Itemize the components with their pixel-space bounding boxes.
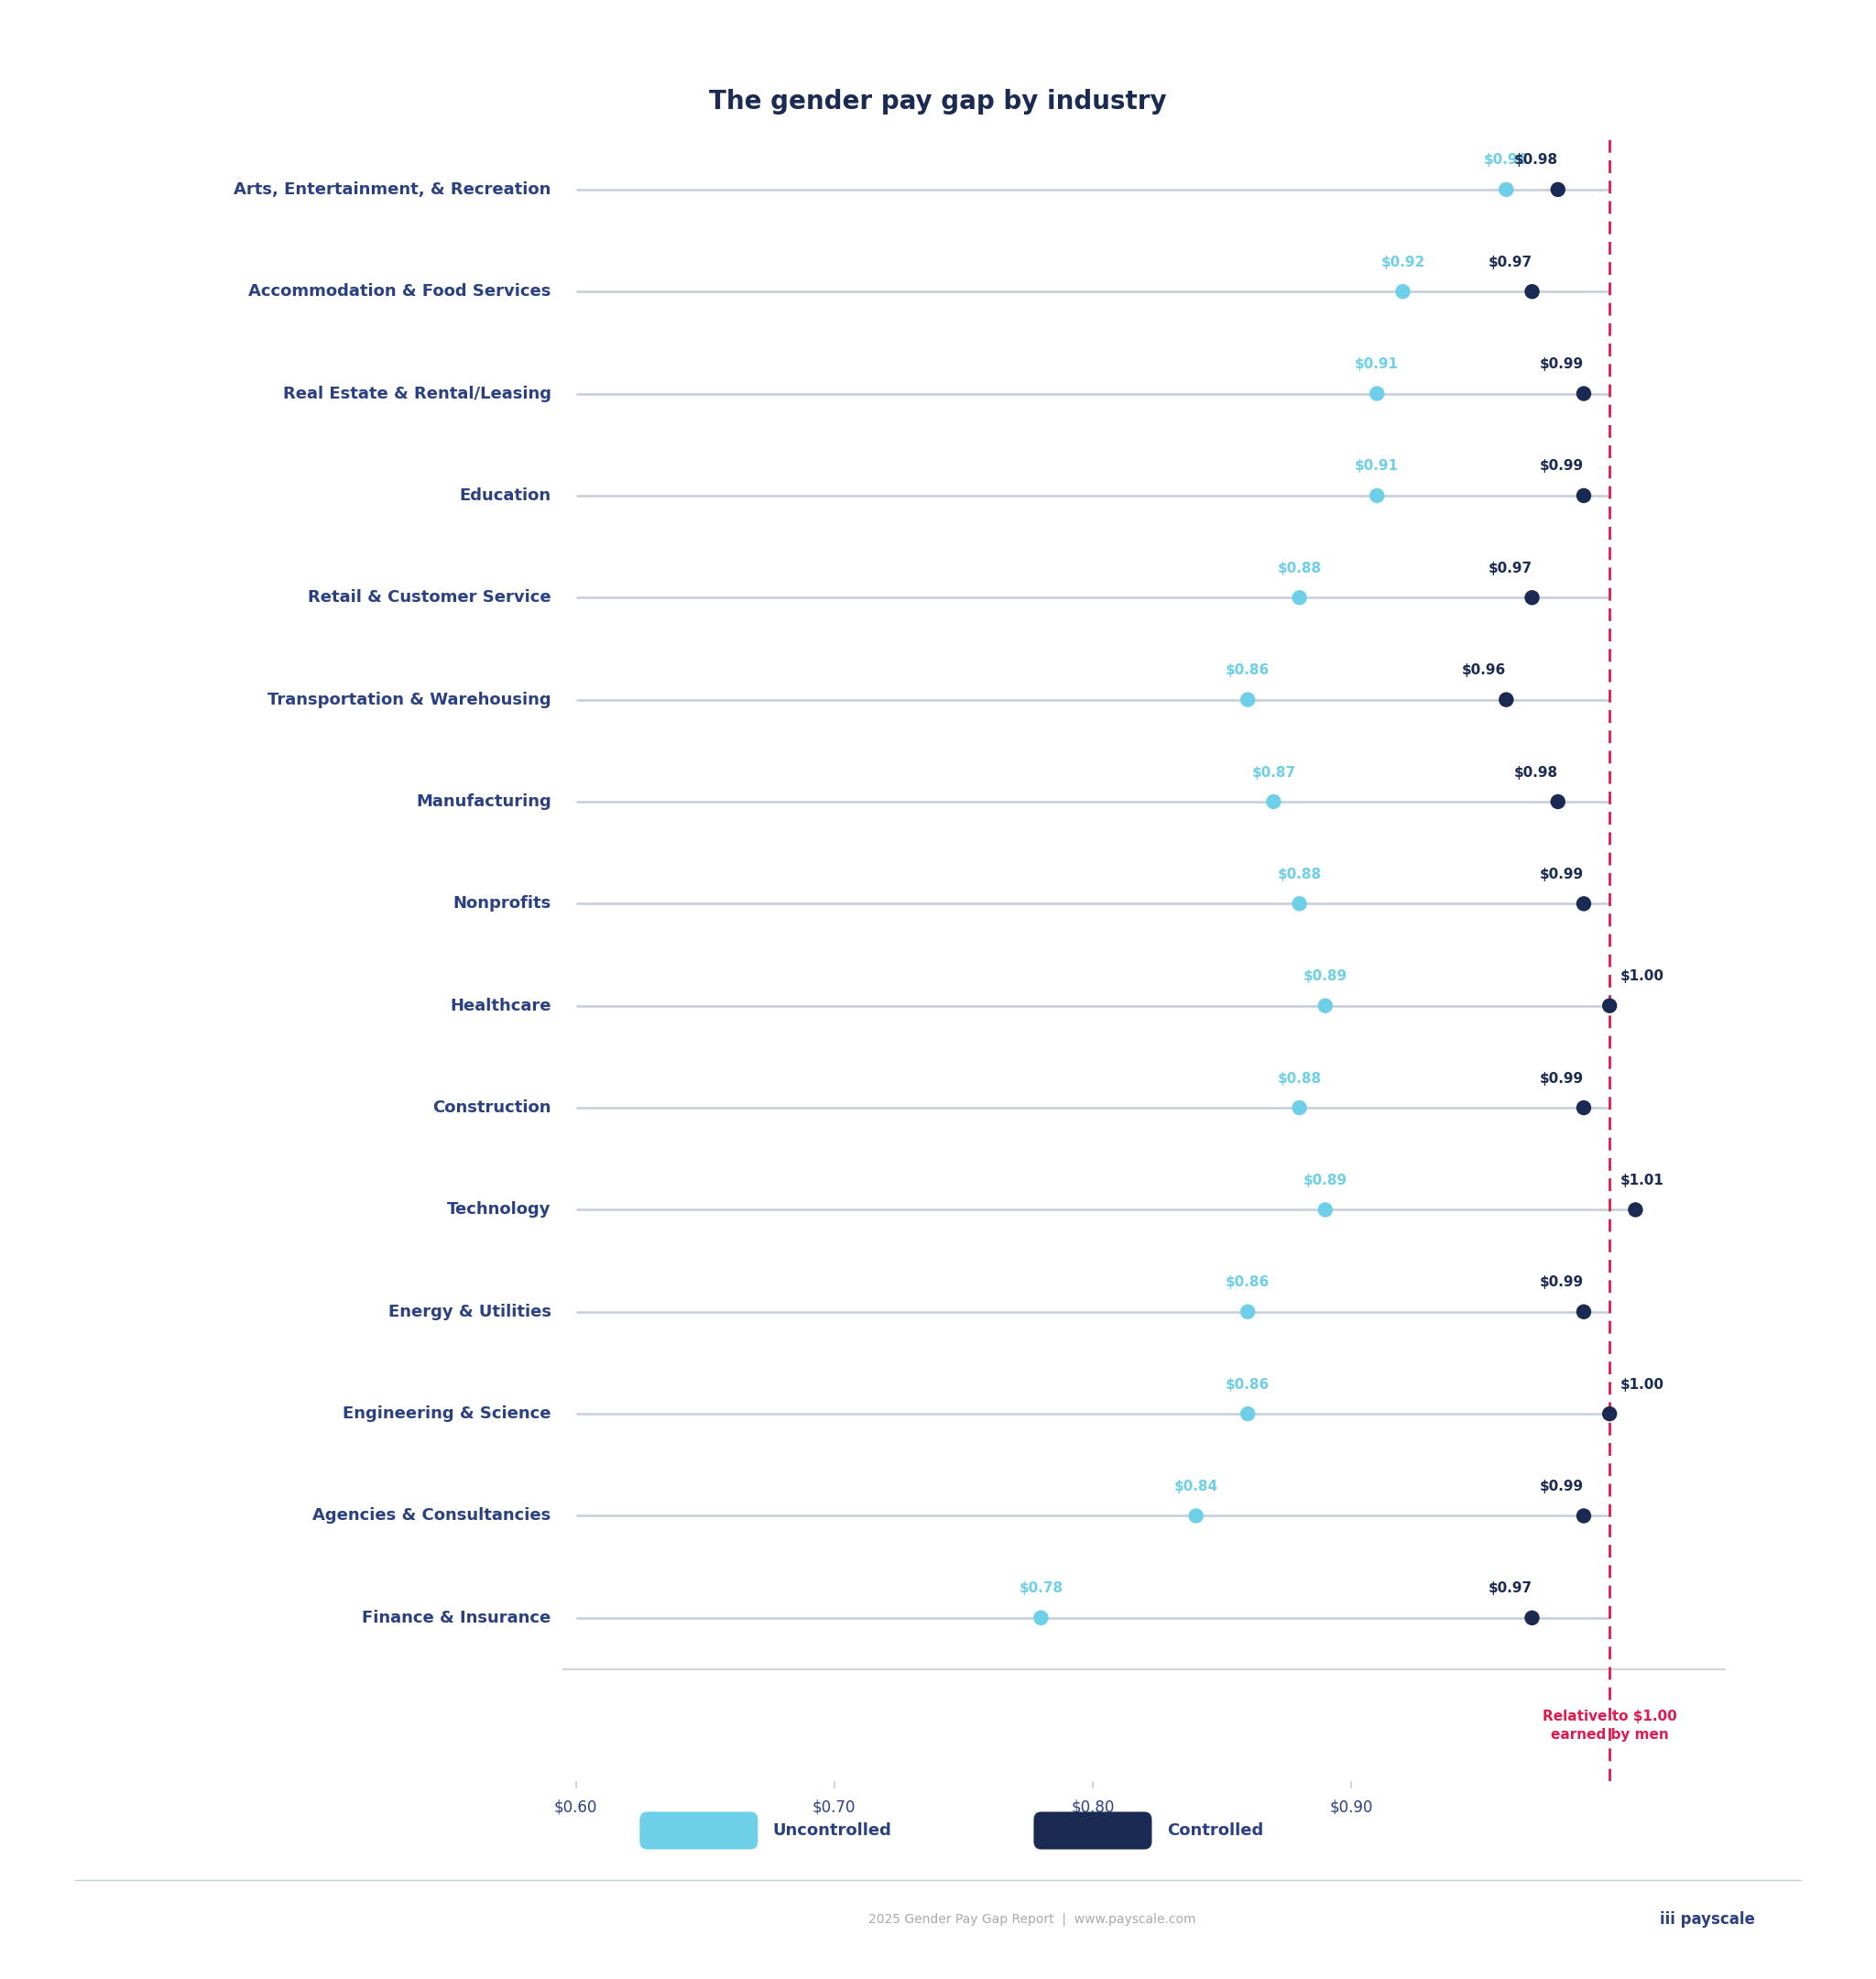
Point: [1621, 1193, 1651, 1225]
Text: $1.00: $1.00: [1621, 970, 1664, 984]
Text: $0.91: $0.91: [1354, 358, 1399, 372]
Point: [1309, 1193, 1339, 1225]
Text: Uncontrolled: Uncontrolled: [773, 1823, 891, 1838]
Point: [1568, 1500, 1598, 1532]
Text: Manufacturing: Manufacturing: [416, 794, 552, 809]
Text: $0.86: $0.86: [1225, 1276, 1270, 1290]
Point: [1233, 1397, 1263, 1429]
Text: $0.87: $0.87: [1251, 766, 1296, 780]
Text: Technology: Technology: [446, 1201, 552, 1217]
Point: [1309, 990, 1339, 1021]
Point: [1259, 786, 1289, 817]
Text: Arts, Entertainment, & Recreation: Arts, Entertainment, & Recreation: [234, 182, 552, 198]
Point: [1285, 889, 1315, 920]
Text: Finance & Insurance: Finance & Insurance: [362, 1609, 552, 1627]
Point: [1595, 1397, 1625, 1429]
Point: [1568, 1092, 1598, 1124]
Point: [1542, 174, 1572, 206]
Point: [1518, 1603, 1548, 1635]
Text: $0.89: $0.89: [1304, 1174, 1347, 1187]
Text: $0.91: $0.91: [1354, 459, 1399, 473]
Text: $0.96: $0.96: [1484, 152, 1529, 166]
Text: Construction: Construction: [433, 1100, 552, 1116]
Text: $0.97: $0.97: [1488, 1581, 1533, 1595]
Text: $0.99: $0.99: [1540, 459, 1583, 473]
Text: $0.88: $0.88: [1278, 867, 1321, 881]
Text: $1.00: $1.00: [1621, 1377, 1664, 1391]
Text: iii payscale: iii payscale: [1660, 1912, 1754, 1928]
Text: $0.99: $0.99: [1540, 867, 1583, 881]
Text: $0.86: $0.86: [1225, 1377, 1270, 1391]
Point: [1568, 479, 1598, 511]
Text: Accommodation & Food Services: Accommodation & Food Services: [248, 283, 552, 299]
Text: $0.96: $0.96: [1461, 663, 1506, 677]
Text: Healthcare: Healthcare: [450, 997, 552, 1013]
Text: $0.92: $0.92: [1381, 255, 1426, 269]
Text: $0.99: $0.99: [1540, 1480, 1583, 1494]
Text: Energy & Utilities: Energy & Utilities: [388, 1304, 552, 1320]
Text: Controlled: Controlled: [1167, 1823, 1263, 1838]
Text: $0.99: $0.99: [1540, 358, 1583, 372]
Text: Engineering & Science: Engineering & Science: [343, 1405, 552, 1423]
Point: [1362, 479, 1392, 511]
Text: Agencies & Consultancies: Agencies & Consultancies: [313, 1508, 552, 1524]
Point: [1518, 275, 1548, 307]
Text: 2025 Gender Pay Gap Report  |  www.payscale.com: 2025 Gender Pay Gap Report | www.payscal…: [869, 1914, 1195, 1926]
Point: [1285, 1092, 1315, 1124]
Text: Nonprofits: Nonprofits: [452, 895, 552, 912]
Text: $0.88: $0.88: [1278, 1071, 1321, 1084]
Point: [1595, 990, 1625, 1021]
Point: [1491, 174, 1521, 206]
Text: $0.89: $0.89: [1304, 970, 1347, 984]
Text: Transportation & Warehousing: Transportation & Warehousing: [268, 691, 552, 708]
Point: [1026, 1603, 1056, 1635]
Point: [1388, 275, 1418, 307]
Point: [1233, 685, 1263, 716]
Text: $0.97: $0.97: [1488, 255, 1533, 269]
Point: [1233, 1296, 1263, 1328]
Text: $0.98: $0.98: [1514, 766, 1557, 780]
Text: $0.97: $0.97: [1488, 562, 1533, 576]
Point: [1518, 582, 1548, 613]
Point: [1362, 378, 1392, 410]
Text: Real Estate & Rental/Leasing: Real Estate & Rental/Leasing: [283, 386, 552, 402]
Text: Education: Education: [460, 487, 552, 505]
Text: The gender pay gap by industry: The gender pay gap by industry: [709, 89, 1167, 115]
Text: $0.84: $0.84: [1174, 1480, 1218, 1494]
Text: $0.86: $0.86: [1225, 663, 1270, 677]
Point: [1491, 685, 1521, 716]
Text: $0.98: $0.98: [1514, 152, 1557, 166]
Text: Retail & Customer Service: Retail & Customer Service: [308, 590, 552, 606]
Point: [1182, 1500, 1212, 1532]
Point: [1568, 378, 1598, 410]
Text: $0.99: $0.99: [1540, 1276, 1583, 1290]
Text: $1.01: $1.01: [1621, 1174, 1664, 1187]
Point: [1568, 889, 1598, 920]
Text: $0.78: $0.78: [1019, 1581, 1064, 1595]
Text: $0.88: $0.88: [1278, 562, 1321, 576]
Text: Relative to $1.00
earned by men: Relative to $1.00 earned by men: [1542, 1710, 1677, 1742]
Point: [1568, 1296, 1598, 1328]
Point: [1285, 582, 1315, 613]
Point: [1542, 786, 1572, 817]
Text: $0.99: $0.99: [1540, 1071, 1583, 1084]
